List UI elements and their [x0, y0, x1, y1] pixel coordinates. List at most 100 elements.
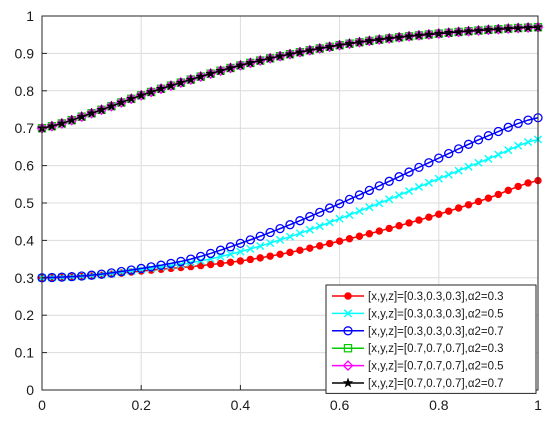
- data-point: [405, 219, 413, 227]
- data-point: [444, 148, 454, 159]
- data-point: [275, 223, 285, 234]
- data-point: [295, 229, 305, 238]
- data-point: [425, 213, 433, 221]
- data-point: [265, 227, 275, 238]
- data-point: [384, 32, 395, 43]
- data-point: [226, 258, 235, 267]
- data-point: [364, 185, 375, 196]
- data-point: [86, 107, 97, 118]
- data-point: [395, 222, 403, 230]
- data-point: [77, 271, 87, 281]
- legend-marker: [343, 309, 353, 318]
- data-point: [146, 262, 156, 272]
- data-point: [404, 186, 414, 196]
- data-point: [246, 244, 255, 254]
- data-point: [235, 59, 246, 70]
- data-point: [166, 258, 176, 269]
- data-point: [523, 137, 533, 147]
- data-point: [296, 246, 304, 255]
- data-point: [126, 93, 137, 104]
- data-point: [434, 153, 444, 163]
- data-point: [176, 256, 186, 267]
- data-point: [235, 238, 246, 249]
- data-point: [394, 172, 404, 182]
- data-point: [344, 194, 355, 205]
- data-point: [503, 122, 513, 132]
- data-point: [266, 252, 274, 260]
- data-point: [423, 28, 435, 39]
- data-point: [285, 232, 295, 241]
- data-point: [335, 214, 344, 223]
- y-tick-label: 0.9: [15, 45, 35, 61]
- legend-entry: [x,y,z]=[0.7,0.7,0.7],α2=0.5: [332, 360, 504, 373]
- data-point: [424, 178, 433, 187]
- data-point: [46, 120, 58, 131]
- data-point: [453, 26, 464, 37]
- data-point: [514, 182, 522, 191]
- legend-entry: [x,y,z]=[0.3,0.3,0.3],α2=0.5: [332, 308, 504, 320]
- data-point: [136, 89, 147, 100]
- legend: [x,y,z]=[0.3,0.3,0.3],α2=0.3 [x,y,z]=[0.3…: [325, 284, 537, 394]
- x-tick-label: 0.8: [429, 397, 449, 413]
- data-point: [215, 65, 226, 76]
- data-point: [403, 30, 415, 41]
- legend-label: [x,y,z]=[0.7,0.7,0.7],α2=0.5: [368, 361, 504, 373]
- data-point: [196, 251, 206, 262]
- legend-marker: [342, 360, 354, 372]
- data-point: [334, 199, 345, 209]
- legend-label: [x,y,z]=[0.3,0.3,0.3],α2=0.5: [368, 308, 504, 320]
- data-point: [444, 170, 453, 179]
- data-point: [523, 115, 533, 125]
- data-point: [314, 43, 325, 53]
- data-point: [385, 195, 394, 204]
- y-tick-label: 0.2: [15, 307, 35, 323]
- data-point: [453, 144, 464, 154]
- data-point: [364, 35, 375, 46]
- data-point: [116, 266, 127, 277]
- data-point: [384, 176, 394, 186]
- data-point: [414, 162, 424, 173]
- data-point: [315, 207, 325, 217]
- x-tick-label: 0: [38, 397, 46, 413]
- legend-label: [x,y,z]=[0.3,0.3,0.3],α2=0.3: [368, 291, 504, 303]
- data-point: [463, 139, 474, 149]
- series-3: [37, 113, 543, 283]
- data-point: [493, 23, 504, 34]
- data-point: [197, 261, 205, 270]
- data-point: [225, 242, 236, 252]
- data-point: [255, 55, 266, 65]
- data-point: [454, 204, 463, 212]
- data-point: [324, 41, 335, 52]
- y-tick-label: 0.5: [15, 195, 35, 211]
- data-point: [106, 100, 117, 111]
- data-point: [463, 25, 474, 36]
- data-point: [195, 71, 206, 82]
- data-point: [473, 135, 484, 145]
- data-point: [175, 77, 187, 88]
- data-point: [205, 248, 216, 259]
- data-point: [512, 22, 524, 33]
- data-point: [156, 260, 166, 270]
- data-point: [494, 190, 503, 199]
- data-point: [284, 48, 296, 59]
- data-point: [304, 44, 316, 55]
- legend-entry: [x,y,z]=[0.3,0.3,0.3],α2=0.3: [332, 291, 504, 303]
- series-layer: [36, 21, 544, 283]
- data-point: [365, 203, 374, 212]
- data-point: [375, 227, 383, 235]
- data-point: [86, 270, 97, 280]
- data-point: [344, 38, 355, 49]
- data-point: [66, 114, 77, 125]
- data-point: [216, 259, 225, 268]
- data-point: [355, 232, 364, 240]
- data-point: [345, 210, 354, 220]
- data-point: [524, 179, 532, 187]
- data-point: [57, 272, 67, 282]
- data-point: [274, 50, 286, 61]
- data-point: [443, 27, 454, 38]
- data-point: [145, 86, 157, 97]
- legend-entry: [x,y,z]=[0.7,0.7,0.7],α2=0.3: [332, 343, 504, 355]
- data-point: [155, 83, 167, 94]
- data-point: [216, 252, 225, 261]
- data-point: [473, 25, 484, 35]
